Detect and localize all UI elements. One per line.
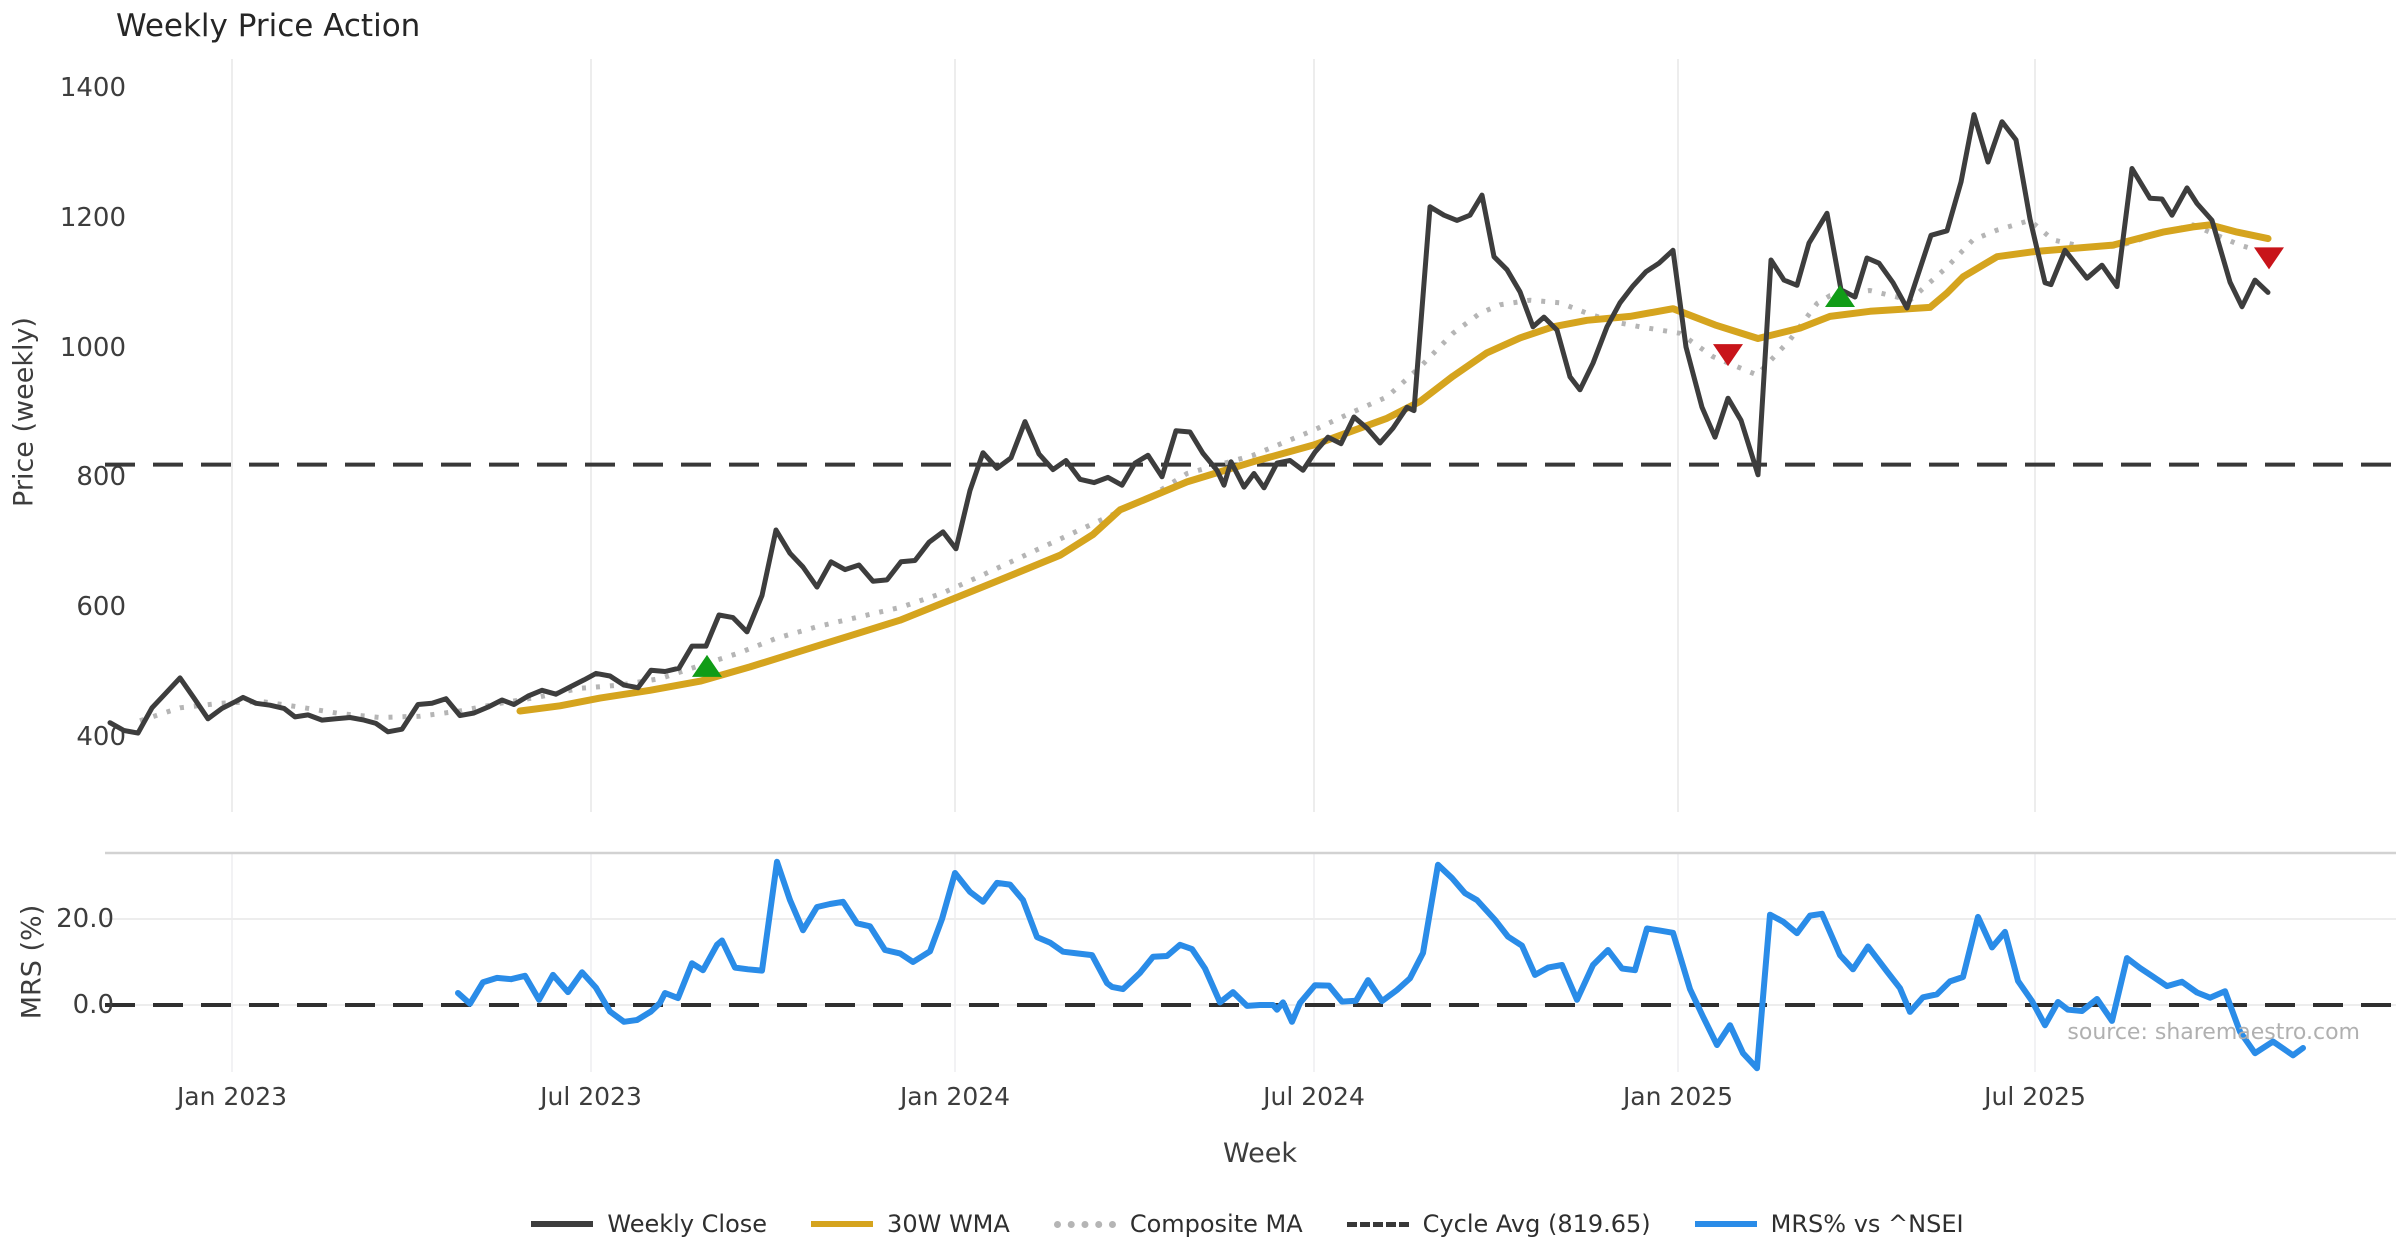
legend-item-mrs: MRS% vs ^NSEI (1694, 1210, 1964, 1238)
buy-marker-icon (1825, 284, 1855, 307)
weekly-close-line (107, 112, 2271, 736)
mrs-tick-label: 0.0 (72, 990, 114, 1020)
wma-swatch-icon (811, 1221, 874, 1227)
legend-item-composite: Composite MA (1053, 1210, 1303, 1238)
x-tick-label: Jul 2025 (1984, 1082, 2086, 1111)
composite-swatch-icon (1053, 1220, 1116, 1228)
legend-item-weekly-close: Weekly Close (531, 1210, 767, 1238)
legend-label: Composite MA (1129, 1210, 1303, 1238)
composite-ma-line (139, 217, 2254, 724)
source-watermark: source: sharemaestro.com (2067, 1020, 2360, 1045)
price-tick-label: 600 (76, 592, 126, 623)
price-tick-label: 1000 (59, 332, 126, 363)
page-title: Weekly Price Action (116, 8, 421, 44)
x-tick-label: Jan 2024 (899, 1082, 1011, 1111)
mrs-tick-label: 20.0 (56, 904, 114, 934)
price-tick-label: 800 (76, 462, 126, 493)
price-tick-label: 1400 (59, 73, 126, 103)
x-tick-label: Jan 2025 (1622, 1082, 1734, 1111)
cycle-avg-swatch-icon (1346, 1221, 1409, 1227)
legend-item-wma: 30W WMA (811, 1210, 1010, 1238)
x-tick-label: Jul 2023 (540, 1082, 642, 1111)
week-axis-label: Week (1223, 1138, 1297, 1169)
legend-item-cycle-avg: Cycle Avg (819.65) (1346, 1210, 1651, 1238)
legend-label: MRS% vs ^NSEI (1770, 1210, 1964, 1238)
x-tick-label: Jul 2024 (1263, 1082, 1365, 1111)
mrs-line (455, 858, 2306, 1072)
mrs-swatch-icon (1694, 1221, 1757, 1227)
legend-label: Weekly Close (607, 1210, 768, 1238)
x-tick-label: Jan 2023 (176, 1082, 288, 1111)
weekly-close-swatch-icon (531, 1221, 594, 1227)
sell-marker-icon (1713, 344, 1743, 367)
sell-marker-icon (2254, 247, 2284, 270)
legend-label: Cycle Avg (819.65) (1422, 1210, 1651, 1238)
price-tick-label: 400 (76, 722, 126, 752)
legend-label: 30W WMA (887, 1210, 1010, 1238)
legend: Weekly Close 30W WMA Composite MA Cycle … (105, 1210, 2390, 1238)
price-tick-label: 1200 (59, 202, 126, 233)
buy-marker-icon (692, 654, 722, 677)
wma-line (516, 221, 2272, 715)
